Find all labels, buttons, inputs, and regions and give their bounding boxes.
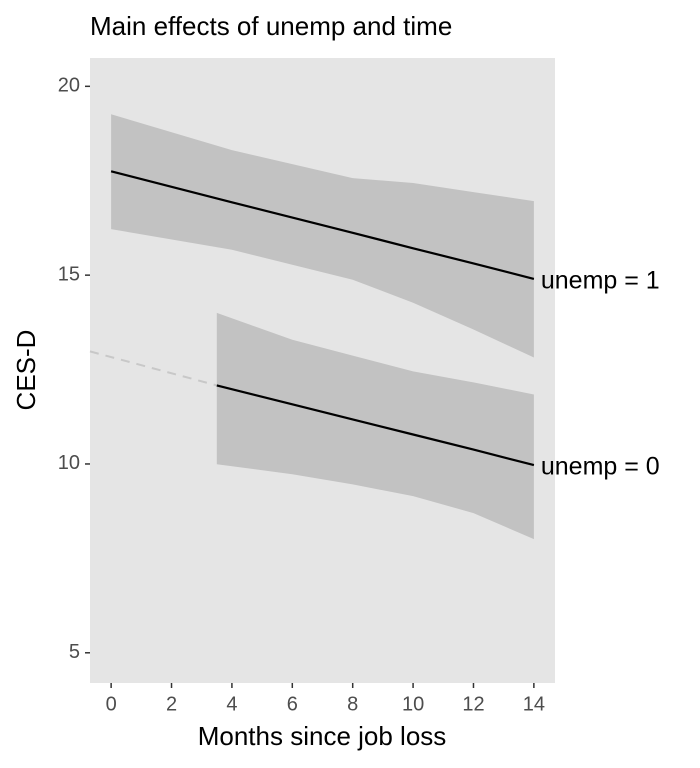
x-tick-label: 2 <box>166 693 177 715</box>
x-tick-label: 0 <box>106 693 117 715</box>
chart-title: Main effects of unemp and time <box>90 11 452 41</box>
x-tick-label: 10 <box>402 693 424 715</box>
y-tick-label: 20 <box>58 75 80 97</box>
x-tick-label: 8 <box>347 693 358 715</box>
confidence-ribbon <box>111 114 534 358</box>
series-line <box>216 384 535 467</box>
y-axis-title: CES-D <box>11 330 41 411</box>
x-axis-title: Months since job loss <box>198 721 447 751</box>
series-line <box>110 170 535 280</box>
y-tick-label: 10 <box>58 452 80 474</box>
series-label: unemp = 0 <box>541 453 660 481</box>
y-tick-label: 15 <box>58 263 80 285</box>
x-tick-label: 12 <box>462 693 484 715</box>
y-tick-label: 5 <box>69 641 80 663</box>
x-tick-label: 6 <box>287 693 298 715</box>
series-label: unemp = 1 <box>541 267 660 295</box>
x-tick-label: 4 <box>226 693 237 715</box>
extrapolation-line <box>89 350 218 387</box>
x-tick-label: 14 <box>523 693 545 715</box>
